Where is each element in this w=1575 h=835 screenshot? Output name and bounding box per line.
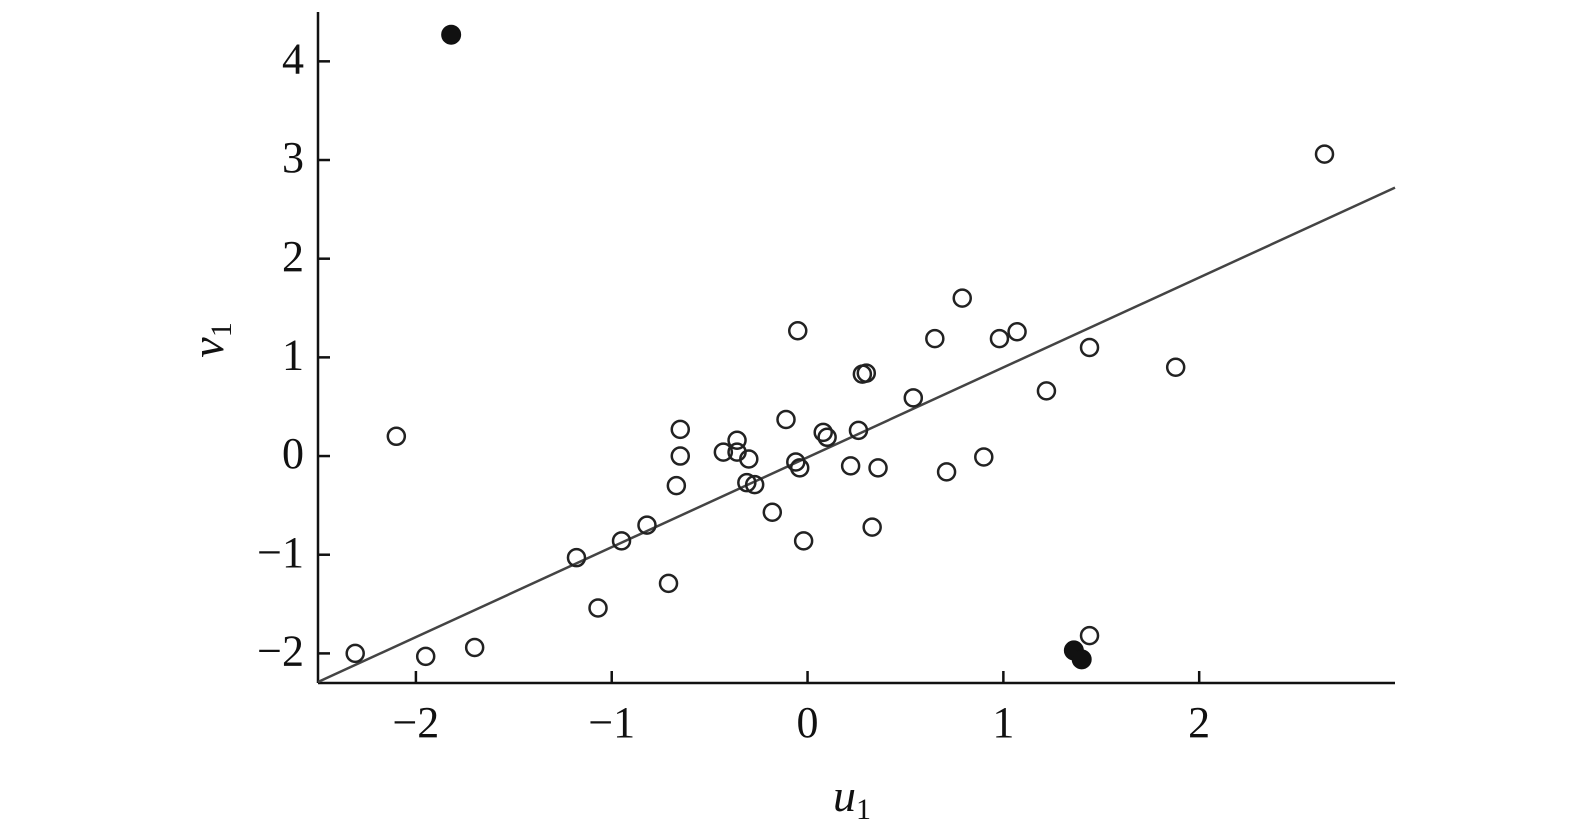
open-point (1314, 144, 1335, 164)
open-point (611, 531, 632, 551)
open-point (415, 646, 436, 667)
open-point (1007, 321, 1027, 342)
open-point (713, 442, 734, 462)
open-point (345, 643, 365, 664)
y-tick-label: 3 (282, 133, 304, 182)
open-point (776, 409, 796, 430)
y-axis-label: v1 (182, 322, 238, 357)
open-point (936, 462, 957, 482)
open-point (789, 458, 810, 478)
open-point (744, 474, 765, 495)
open-point (739, 449, 759, 469)
y-tick-label: −1 (257, 528, 304, 577)
y-tick-label: 0 (282, 429, 304, 478)
y-label-main: v (182, 337, 233, 358)
open-point (737, 472, 757, 493)
x-tick-label: −1 (588, 698, 635, 747)
open-point (925, 328, 945, 349)
x-label-sub: 1 (856, 793, 871, 826)
y-tick-label: −2 (257, 626, 304, 675)
x-tick-label: 0 (797, 698, 819, 747)
open-point (658, 573, 679, 594)
x-tick-label: −2 (392, 698, 439, 747)
y-tick-label: 1 (282, 330, 304, 379)
open-point (868, 458, 888, 478)
y-label-sub: 1 (205, 322, 238, 337)
open-point (727, 430, 747, 451)
open-point (588, 598, 608, 618)
open-point (813, 422, 833, 443)
open-point (670, 446, 691, 466)
open-point (848, 420, 869, 441)
x-tick-label: 1 (992, 698, 1014, 747)
open-point (817, 427, 837, 448)
open-point (762, 502, 783, 523)
open-point (566, 547, 587, 568)
filled-point (441, 24, 462, 45)
open-point (666, 475, 687, 496)
open-point (670, 419, 691, 440)
open-point (989, 328, 1010, 349)
filled-point (1071, 649, 1092, 670)
open-point (464, 637, 485, 658)
x-label-main: u (833, 770, 856, 821)
open-point (1036, 381, 1057, 401)
open-point (1165, 357, 1186, 377)
open-point (856, 363, 877, 383)
open-point (637, 515, 657, 535)
open-point (862, 517, 882, 537)
x-tick-label: 2 (1188, 698, 1210, 747)
open-point (952, 288, 972, 308)
open-point (903, 388, 924, 408)
fit-line (317, 186, 1396, 684)
open-point (974, 447, 994, 467)
open-point (1079, 337, 1100, 358)
open-point (386, 426, 407, 447)
open-point (793, 531, 814, 551)
open-point (840, 456, 861, 476)
y-tick-label: 4 (282, 34, 304, 83)
open-point (1079, 625, 1100, 646)
open-point (788, 320, 808, 341)
x-axis-label: u1 (833, 770, 871, 826)
y-tick-label: 2 (282, 232, 304, 281)
